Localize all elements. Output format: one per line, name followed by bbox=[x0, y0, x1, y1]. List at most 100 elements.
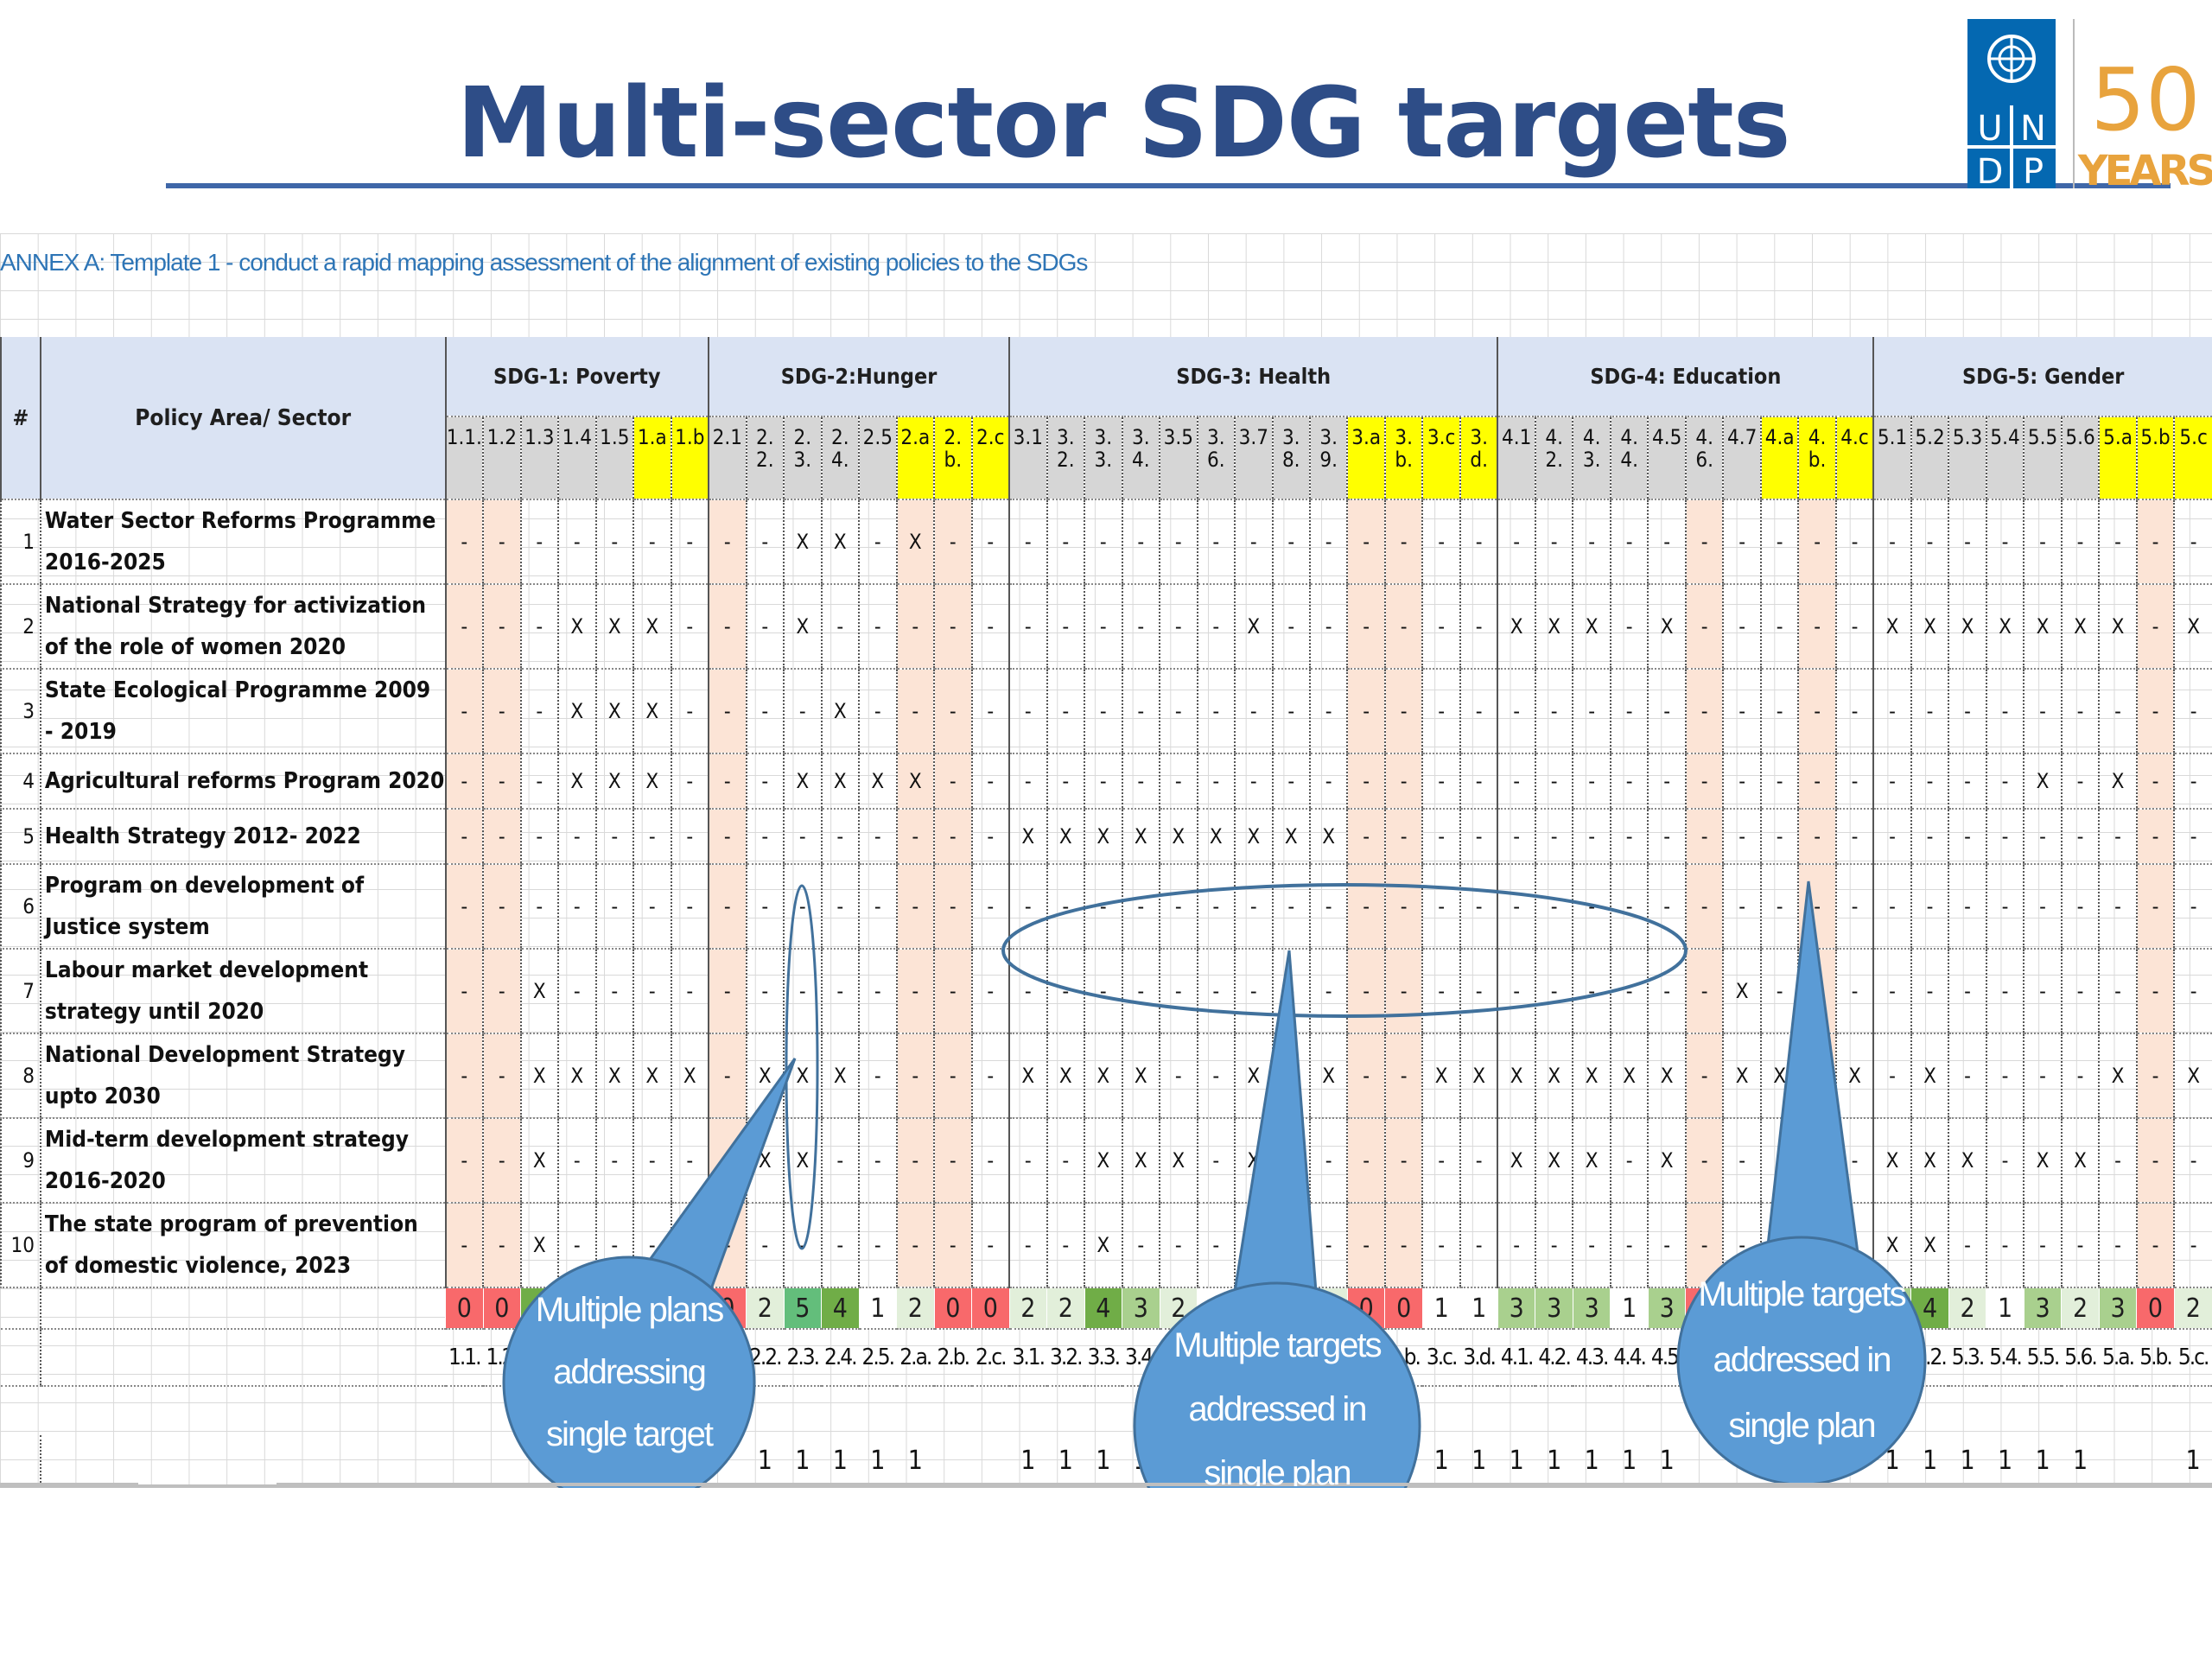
alignment-cell: X bbox=[2060, 1118, 2100, 1204]
alignment-cell: - bbox=[1684, 809, 1724, 865]
alignment-cell: - bbox=[670, 669, 709, 754]
alignment-cell: - bbox=[1159, 1033, 1198, 1119]
alignment-cell: X bbox=[1234, 809, 1273, 865]
alignment-cell: - bbox=[1383, 584, 1423, 670]
alignment-cell: - bbox=[970, 949, 1010, 1034]
alignment-cell: - bbox=[1159, 669, 1198, 754]
alignment-cell: - bbox=[708, 949, 747, 1034]
count-cell: 0 bbox=[1384, 1287, 1423, 1330]
alignment-cell: X bbox=[2098, 584, 2137, 670]
alignment-cell: - bbox=[2173, 809, 2212, 865]
alignment-cell: - bbox=[1910, 949, 1949, 1034]
alignment-cell: - bbox=[1759, 499, 1799, 585]
target-code-header: 2.a bbox=[895, 416, 935, 500]
alignment-cell: X bbox=[1609, 1033, 1649, 1119]
alignment-cell: - bbox=[2060, 809, 2100, 865]
alignment-cell: - bbox=[1084, 949, 1122, 1034]
alignment-cell: X bbox=[820, 669, 860, 754]
count-cell: 3 bbox=[1535, 1287, 1573, 1330]
target-code-header: 1.b bbox=[670, 416, 709, 500]
count-cell: 0 bbox=[933, 1287, 972, 1330]
row-number: 7 bbox=[0, 949, 41, 1034]
target-code-header: 1.a bbox=[632, 416, 671, 500]
alignment-cell: - bbox=[1609, 669, 1649, 754]
target-code-header: 3. d. bbox=[1459, 416, 1498, 500]
alignment-cell: X bbox=[594, 669, 634, 754]
alignment-cell: - bbox=[1497, 1203, 1535, 1288]
target-code-header: 3. b. bbox=[1383, 416, 1423, 500]
alignment-cell: - bbox=[1459, 584, 1498, 670]
alignment-cell: - bbox=[858, 949, 897, 1034]
alignment-cell: - bbox=[1121, 864, 1160, 950]
alignment-cell: - bbox=[1383, 753, 1423, 810]
target-code-header: 4.5 bbox=[1647, 416, 1686, 500]
alignment-cell: X bbox=[632, 753, 671, 810]
target-code-header: 5.6 bbox=[2060, 416, 2100, 500]
alignment-cell: - bbox=[2173, 1118, 2212, 1204]
alignment-cell: - bbox=[2173, 1203, 2212, 1288]
alignment-cell: - bbox=[1834, 864, 1874, 950]
alignment-cell: - bbox=[895, 1033, 935, 1119]
alignment-cell: - bbox=[1647, 809, 1686, 865]
count-label-cell: 3.d. bbox=[1459, 1329, 1498, 1387]
alignment-cell: - bbox=[1421, 669, 1460, 754]
ones-cell: 1 bbox=[1986, 1435, 2024, 1488]
alignment-cell: - bbox=[1684, 1033, 1724, 1119]
alignment-cell: - bbox=[1759, 753, 1799, 810]
alignment-cell: X bbox=[1308, 809, 1348, 865]
alignment-cell: - bbox=[895, 1118, 935, 1204]
alignment-cell: - bbox=[1497, 753, 1535, 810]
alignment-cell: X bbox=[1308, 1033, 1348, 1119]
alignment-cell: - bbox=[1346, 949, 1385, 1034]
alignment-cell: - bbox=[2135, 1033, 2175, 1119]
alignment-cell: X bbox=[1722, 1033, 1761, 1119]
count-cell: 5 bbox=[783, 1287, 822, 1330]
alignment-cell: - bbox=[1234, 499, 1273, 585]
anniversary-number: 50 bbox=[2090, 49, 2200, 150]
alignment-cell: - bbox=[970, 1118, 1010, 1204]
undp-logo: U N D P 50 YEARS bbox=[1967, 19, 2212, 192]
alignment-cell: - bbox=[1121, 753, 1160, 810]
alignment-cell: - bbox=[1647, 1203, 1686, 1288]
alignment-cell: - bbox=[594, 864, 634, 950]
alignment-cell: - bbox=[1684, 669, 1724, 754]
alignment-cell: - bbox=[2060, 1033, 2100, 1119]
alignment-cell: X bbox=[2023, 1118, 2062, 1204]
alignment-cell: - bbox=[1308, 1118, 1348, 1204]
alignment-cell: X bbox=[783, 753, 822, 810]
alignment-cell: - bbox=[895, 949, 935, 1034]
alignment-cell: X bbox=[820, 753, 860, 810]
count-label-cell: 5.5. bbox=[2024, 1329, 2062, 1387]
count-cell: 3 bbox=[1122, 1287, 1160, 1330]
alignment-cell: X bbox=[1722, 949, 1761, 1034]
alignment-cell: X bbox=[1084, 1033, 1122, 1119]
target-code-header: 4.1 bbox=[1497, 416, 1535, 500]
alignment-cell: - bbox=[1459, 669, 1498, 754]
alignment-cell: - bbox=[482, 669, 521, 754]
target-code-header: 1.2 bbox=[482, 416, 521, 500]
alignment-cell: - bbox=[1196, 1118, 1236, 1204]
alignment-cell: X bbox=[1948, 1118, 1986, 1204]
alignment-cell: X bbox=[1910, 1118, 1949, 1204]
ones-cell: 1 bbox=[1610, 1435, 1649, 1488]
alignment-cell: X bbox=[1271, 809, 1310, 865]
count-cell: 0 bbox=[971, 1287, 1010, 1330]
alignment-cell: - bbox=[895, 584, 935, 670]
alignment-cell: - bbox=[1609, 864, 1649, 950]
alignment-cell: - bbox=[1872, 949, 1911, 1034]
alignment-cell: - bbox=[1985, 809, 2024, 865]
alignment-cell: X bbox=[2173, 1033, 2212, 1119]
policy-name: Water Sector Reforms Programme 2016-2025 bbox=[39, 499, 446, 585]
alignment-cell: - bbox=[783, 1203, 822, 1288]
alignment-cell: X bbox=[670, 1033, 709, 1119]
alignment-cell: - bbox=[858, 499, 897, 585]
alignment-cell: - bbox=[1872, 753, 1911, 810]
alignment-cell: - bbox=[858, 669, 897, 754]
alignment-cell: - bbox=[1609, 1118, 1649, 1204]
alignment-cell: - bbox=[1872, 864, 1911, 950]
alignment-cell: - bbox=[2135, 1118, 2175, 1204]
alignment-cell: - bbox=[670, 864, 709, 950]
policy-name: Agricultural reforms Program 2020 bbox=[39, 753, 446, 810]
alignment-cell: - bbox=[1459, 864, 1498, 950]
alignment-cell: X bbox=[1497, 1118, 1535, 1204]
